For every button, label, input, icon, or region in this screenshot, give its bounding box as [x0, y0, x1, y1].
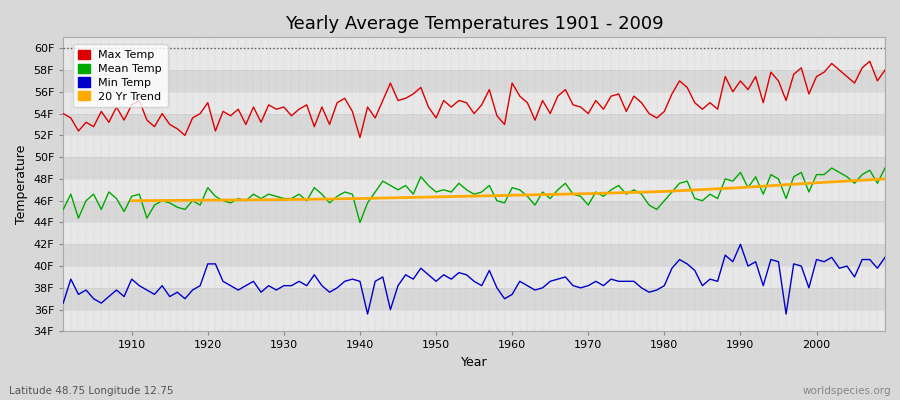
- X-axis label: Year: Year: [461, 356, 488, 369]
- Mean Temp: [355, 220, 365, 225]
- Bar: [63, 201, 885, 222]
- Max Temp: [515, 94, 526, 98]
- Max Temp: [286, 113, 297, 118]
- Bar: [63, 266, 885, 288]
- Mean Temp: [826, 166, 837, 170]
- Max Temp: [507, 81, 517, 86]
- Mean Temp: [606, 188, 616, 192]
- Line: Min Temp: Min Temp: [63, 244, 885, 314]
- 20 Yr Trend: [659, 189, 670, 194]
- Legend: Max Temp, Mean Temp, Min Temp, 20 Yr Trend: Max Temp, Mean Temp, Min Temp, 20 Yr Tre…: [73, 44, 167, 107]
- 20 Yr Trend: [879, 176, 890, 181]
- 20 Yr Trend: [507, 193, 517, 198]
- Max Temp: [119, 118, 130, 122]
- Min Temp: [507, 292, 517, 297]
- Min Temp: [515, 279, 526, 284]
- Line: 20 Yr Trend: 20 Yr Trend: [131, 179, 885, 201]
- 20 Yr Trend: [431, 194, 442, 199]
- Mean Temp: [515, 188, 526, 192]
- Mean Temp: [507, 185, 517, 190]
- Bar: [63, 48, 885, 70]
- Bar: [63, 70, 885, 92]
- 20 Yr Trend: [811, 180, 822, 185]
- Bar: [63, 157, 885, 179]
- 20 Yr Trend: [278, 197, 289, 202]
- Mean Temp: [119, 209, 130, 214]
- Min Temp: [362, 312, 373, 316]
- Bar: [63, 179, 885, 201]
- Bar: [63, 135, 885, 157]
- 20 Yr Trend: [583, 191, 594, 196]
- 20 Yr Trend: [355, 196, 365, 201]
- Min Temp: [119, 294, 130, 299]
- Max Temp: [58, 111, 68, 116]
- Max Temp: [606, 94, 616, 98]
- 20 Yr Trend: [202, 198, 213, 202]
- Line: Mean Temp: Mean Temp: [63, 168, 885, 222]
- Min Temp: [735, 242, 746, 247]
- Title: Yearly Average Temperatures 1901 - 2009: Yearly Average Temperatures 1901 - 2009: [284, 15, 663, 33]
- Line: Max Temp: Max Temp: [63, 61, 885, 138]
- Y-axis label: Temperature: Temperature: [15, 145, 28, 224]
- Min Temp: [332, 286, 343, 290]
- Min Temp: [879, 255, 890, 260]
- Bar: [63, 114, 885, 135]
- Max Temp: [332, 100, 343, 105]
- Mean Temp: [286, 196, 297, 201]
- Bar: [63, 92, 885, 114]
- Bar: [63, 222, 885, 244]
- Text: Latitude 48.75 Longitude 12.75: Latitude 48.75 Longitude 12.75: [9, 386, 174, 396]
- Min Temp: [58, 301, 68, 306]
- 20 Yr Trend: [735, 185, 746, 190]
- Max Temp: [879, 68, 890, 72]
- Max Temp: [355, 135, 365, 140]
- Text: worldspecies.org: worldspecies.org: [803, 386, 891, 396]
- Mean Temp: [332, 194, 343, 199]
- Bar: [63, 288, 885, 310]
- 20 Yr Trend: [126, 198, 137, 203]
- Min Temp: [286, 283, 297, 288]
- Bar: [63, 244, 885, 266]
- Bar: [63, 310, 885, 332]
- Mean Temp: [879, 166, 890, 170]
- Min Temp: [606, 277, 616, 282]
- Mean Temp: [58, 207, 68, 212]
- Max Temp: [864, 59, 875, 64]
